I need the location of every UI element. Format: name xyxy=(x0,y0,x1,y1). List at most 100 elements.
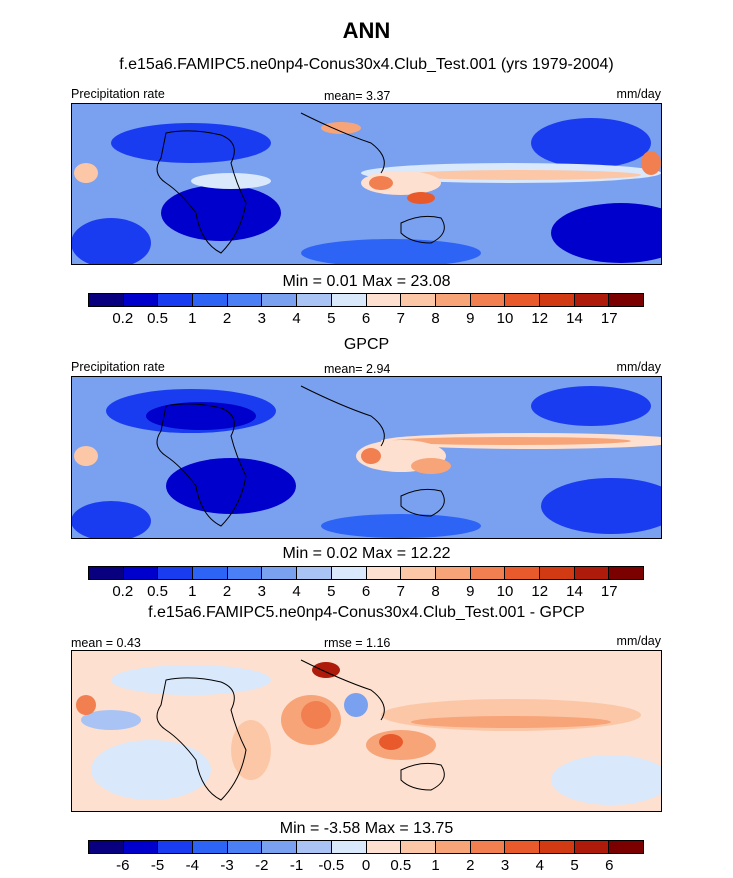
colorbar-segment xyxy=(262,567,298,579)
panel-2-colorbar xyxy=(88,566,644,580)
colorbar-tick-label: -3 xyxy=(220,857,234,874)
colorbar-segment xyxy=(435,567,471,579)
panel-1-variable-label: Precipitation rate xyxy=(71,87,165,101)
panel-1-minmax: Min = 0.01 Max = 23.08 xyxy=(282,273,451,290)
panel-1-colorbar-ticks: 0.2 0.5 1 2 3 4 5 6 7 8 9 10 12 14 17 xyxy=(88,310,644,328)
colorbar-segment xyxy=(123,294,159,306)
colorbar-tick-label: 0.2 xyxy=(112,310,134,327)
panel-3-map xyxy=(71,650,662,812)
colorbar-segment xyxy=(331,294,367,306)
panel-1-colorbar xyxy=(88,293,644,307)
colorbar-segment xyxy=(227,567,263,579)
colorbar-tick-label: 9 xyxy=(466,583,475,600)
colorbar-tick-label: 1 xyxy=(188,583,197,600)
panel-1-mean-label: mean= 3.37 xyxy=(324,89,391,103)
colorbar-tick-label: 2 xyxy=(222,310,232,327)
panel-3-rmse-label: rmse = 1.16 xyxy=(324,636,391,650)
colorbar-segment xyxy=(262,841,298,853)
colorbar-segment xyxy=(539,567,575,579)
panel-2-title: GPCP xyxy=(343,336,390,353)
panel-2-units-label: mm/day xyxy=(616,360,661,374)
panel-3-colorbar-ticks: -6 -5 -4 -3 -2 -1 -0.5 0 0.5 1 2 3 4 5 6 xyxy=(88,857,644,875)
colorbar-segment xyxy=(158,294,194,306)
colorbar-segment xyxy=(401,294,436,306)
colorbar-tick-label: 17 xyxy=(600,310,618,327)
colorbar-segment xyxy=(609,841,643,853)
colorbar-segment xyxy=(435,294,471,306)
colorbar-segment xyxy=(297,567,332,579)
colorbar-segment xyxy=(331,841,367,853)
colorbar-tick-label: -4 xyxy=(185,857,199,874)
colorbar-tick-label: 3 xyxy=(257,583,266,600)
colorbar-tick-label: 12 xyxy=(531,310,549,327)
panel-3-mean-label: mean = 0.43 xyxy=(71,636,141,650)
colorbar-segment xyxy=(435,841,471,853)
colorbar-tick-label: 0 xyxy=(361,857,371,874)
panel-2-mean-label: mean= 2.94 xyxy=(324,362,391,376)
colorbar-segment xyxy=(193,841,228,853)
colorbar-tick-label: 6 xyxy=(361,310,371,327)
colorbar-tick-label: -0.5 xyxy=(318,857,345,874)
colorbar-tick-label: -5 xyxy=(150,857,165,874)
colorbar-segment xyxy=(366,294,402,306)
colorbar-segment xyxy=(123,841,159,853)
colorbar-tick-label: 14 xyxy=(566,583,583,600)
panel-3-minmax: Min = -3.58 Max = 13.75 xyxy=(279,820,454,837)
panel-1-title: f.e15a6.FAMIPC5.ne0np4-Conus30x4.Club_Te… xyxy=(119,56,614,73)
panel-3-units-label: mm/day xyxy=(616,634,661,648)
colorbar-tick-label: 5 xyxy=(327,310,336,327)
colorbar-segment xyxy=(89,841,124,853)
colorbar-segment xyxy=(574,567,610,579)
colorbar-segment xyxy=(89,567,124,579)
colorbar-segment xyxy=(89,294,124,306)
colorbar-segment xyxy=(505,294,540,306)
colorbar-segment xyxy=(158,567,194,579)
colorbar-tick-label: 0.2 xyxy=(112,583,134,600)
colorbar-tick-label: 5 xyxy=(327,583,336,600)
colorbar-tick-label: 8 xyxy=(431,310,440,327)
panel-1-map xyxy=(71,103,662,265)
colorbar-tick-label: 4 xyxy=(292,310,301,327)
colorbar-tick-label: 2 xyxy=(466,857,475,874)
colorbar-tick-label: 7 xyxy=(396,583,405,600)
panel-2-colorbar-ticks: 0.2 0.5 1 2 3 4 5 6 7 8 9 10 12 14 17 xyxy=(88,583,644,601)
colorbar-tick-label: -1 xyxy=(289,857,304,874)
colorbar-segment xyxy=(574,294,610,306)
panel-2-minmax: Min = 0.02 Max = 12.22 xyxy=(282,545,451,562)
colorbar-segment xyxy=(401,567,436,579)
colorbar-segment xyxy=(366,567,402,579)
colorbar-tick-label: 5 xyxy=(570,857,579,874)
colorbar-segment xyxy=(609,294,643,306)
panel-1-units-label: mm/day xyxy=(616,87,661,101)
colorbar-segment xyxy=(505,567,540,579)
colorbar-segment xyxy=(574,841,610,853)
colorbar-segment xyxy=(539,841,575,853)
colorbar-segment xyxy=(227,294,263,306)
colorbar-tick-label: 2 xyxy=(222,583,232,600)
panel-3-colorbar xyxy=(88,840,644,854)
colorbar-tick-label: 6 xyxy=(361,583,371,600)
colorbar-segment xyxy=(470,294,506,306)
colorbar-tick-label: -2 xyxy=(255,857,269,874)
panel-3-title: f.e15a6.FAMIPC5.ne0np4-Conus30x4.Club_Te… xyxy=(148,604,585,621)
colorbar-segment xyxy=(262,294,298,306)
colorbar-tick-label: 0.5 xyxy=(147,583,168,600)
colorbar-segment xyxy=(331,567,367,579)
colorbar-tick-label: 4 xyxy=(292,583,301,600)
colorbar-segment xyxy=(227,841,263,853)
colorbar-segment xyxy=(297,294,332,306)
colorbar-tick-label: 14 xyxy=(566,310,583,327)
colorbar-tick-label: 4 xyxy=(535,857,544,874)
colorbar-segment xyxy=(470,841,506,853)
colorbar-segment xyxy=(470,567,506,579)
colorbar-tick-label: 3 xyxy=(500,857,510,874)
colorbar-tick-label: 10 xyxy=(496,310,514,327)
colorbar-tick-label: 6 xyxy=(605,857,614,874)
colorbar-tick-label: -6 xyxy=(116,857,130,874)
colorbar-segment xyxy=(401,841,436,853)
colorbar-segment xyxy=(193,294,228,306)
colorbar-tick-label: 7 xyxy=(396,310,405,327)
figure-title: ANN xyxy=(342,18,391,43)
colorbar-segment xyxy=(193,567,228,579)
colorbar-segment xyxy=(366,841,402,853)
